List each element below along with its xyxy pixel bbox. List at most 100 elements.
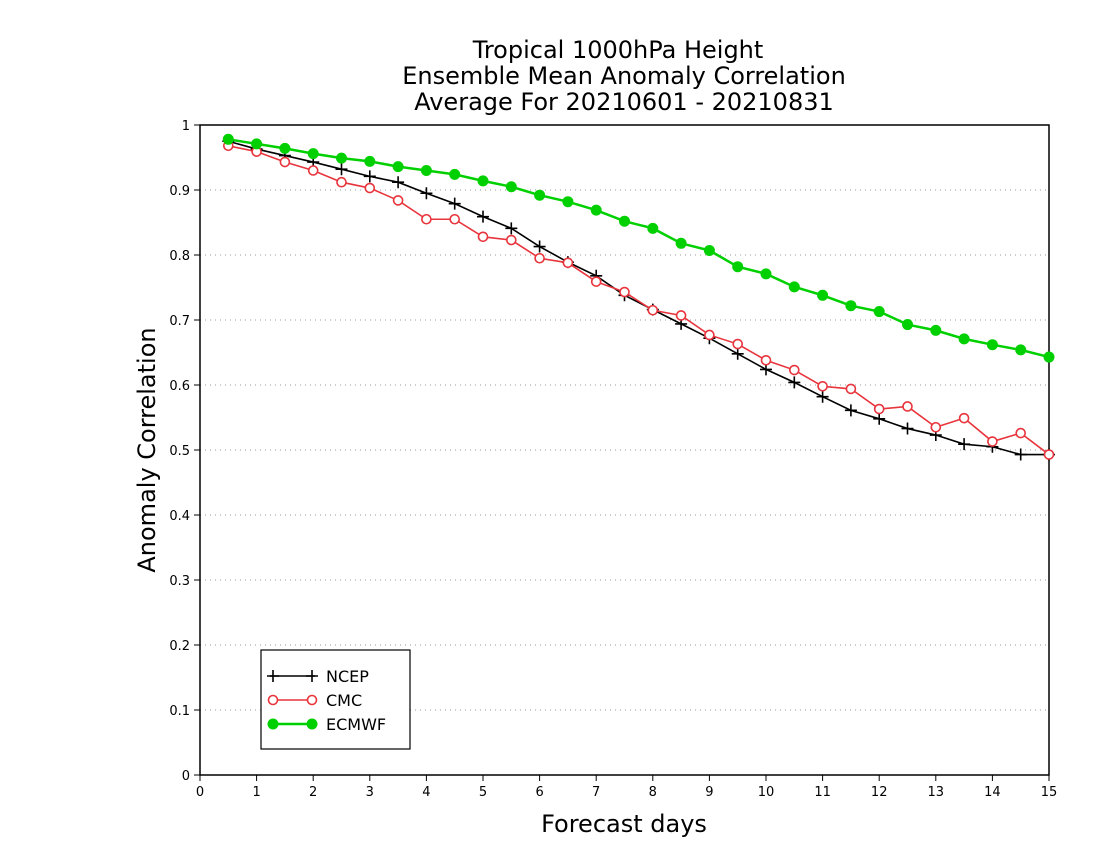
y-tick-label: 0.4 (169, 509, 190, 524)
y-axis-title: Anomaly Correlation (133, 327, 161, 572)
x-tick-label: 9 (705, 785, 713, 800)
x-axis: 0 1 2 3 4 5 6 7 8 9 10 11 12 13 14 15 (196, 775, 1057, 800)
x-tick-label: 10 (758, 785, 775, 800)
data-point (477, 175, 489, 187)
data-point (534, 189, 546, 201)
data-point (420, 165, 432, 176)
data-point (732, 338, 744, 350)
data-point (590, 204, 602, 216)
title-line-1: Tropical 1000hPa Height (472, 36, 764, 64)
data-point (336, 152, 347, 164)
series-lines (222, 133, 1055, 461)
data-point (1015, 344, 1027, 356)
data-point (307, 165, 319, 176)
x-tick-label: 1 (252, 785, 260, 800)
data-point (732, 261, 744, 273)
x-tick-label: 2 (309, 785, 317, 800)
x-tick-label: 12 (871, 785, 888, 800)
y-tick-label: 0.1 (169, 704, 190, 719)
gridlines (200, 189, 1049, 711)
data-point (788, 364, 800, 376)
data-point (788, 376, 801, 389)
x-tick-label: 7 (592, 785, 600, 800)
data-point (392, 195, 404, 206)
data-point (647, 304, 659, 316)
data-point (279, 142, 291, 154)
data-point (477, 231, 489, 243)
series-cmc (223, 140, 1055, 460)
y-tick-label: 0.2 (169, 639, 190, 654)
data-point (449, 168, 461, 180)
data-point (306, 670, 318, 682)
data-point (505, 222, 518, 235)
data-point (902, 401, 913, 412)
legend: NCEP CMC ECMWF (260, 649, 411, 750)
data-point (986, 339, 998, 351)
y-tick-label: 0 (182, 769, 190, 784)
legend-entry: NCEP (267, 667, 369, 686)
series-line (228, 145, 1050, 456)
data-point (873, 403, 885, 415)
data-point (1015, 427, 1027, 439)
x-tick-label: 11 (814, 785, 831, 800)
data-point (336, 176, 347, 188)
data-point (363, 170, 376, 183)
y-tick-label: 1 (182, 119, 190, 134)
x-tick-label: 5 (479, 785, 487, 800)
data-point (873, 412, 886, 425)
data-point (704, 329, 715, 341)
legend-entry: ECMWF (267, 715, 386, 734)
x-tick-label: 8 (649, 785, 657, 800)
data-point (306, 694, 318, 706)
series-ecmwf (222, 133, 1055, 363)
data-point (505, 181, 517, 193)
y-tick-label: 0.5 (169, 444, 190, 459)
data-point (335, 163, 348, 176)
data-point (533, 240, 546, 253)
data-point (392, 161, 404, 173)
data-point (421, 213, 432, 225)
legend-label: NCEP (326, 667, 369, 686)
data-point (505, 234, 517, 246)
x-tick-label: 13 (928, 785, 945, 800)
data-point (731, 347, 744, 360)
data-point (364, 182, 376, 194)
data-point (958, 333, 970, 345)
y-axis: 0 0.1 0.2 0.3 0.4 0.5 0.6 0.7 0.8 0.9 1 (169, 119, 200, 784)
data-point (760, 268, 772, 280)
legend-label: ECMWF (326, 715, 386, 734)
data-point (1014, 448, 1027, 461)
title-line-2: Ensemble Mean Anomaly Correlation (402, 62, 846, 90)
data-point (619, 286, 630, 298)
data-point (279, 156, 291, 168)
data-point (251, 138, 263, 150)
data-point (930, 421, 942, 433)
data-point (958, 412, 970, 424)
data-point (760, 354, 772, 366)
legend-entry: CMC (267, 691, 362, 710)
data-point (788, 281, 800, 293)
data-point (449, 213, 461, 225)
data-point (987, 436, 998, 447)
data-point (675, 310, 687, 321)
data-point (392, 176, 405, 189)
data-point (958, 438, 971, 451)
data-point (647, 222, 659, 234)
x-tick-label: 14 (984, 785, 1001, 800)
data-point (306, 718, 318, 730)
y-tick-label: 0.8 (169, 249, 190, 264)
data-point (562, 196, 574, 208)
data-point (844, 404, 857, 417)
data-point (307, 148, 319, 160)
data-point (534, 252, 545, 264)
data-point (619, 215, 630, 227)
data-point (222, 133, 234, 145)
x-axis-title: Forecast days (541, 810, 707, 838)
data-point (477, 210, 489, 223)
data-point (364, 155, 376, 167)
data-point (902, 319, 913, 331)
data-point (817, 289, 829, 301)
data-point (845, 300, 857, 312)
x-tick-label: 4 (422, 785, 430, 800)
data-point (1043, 449, 1055, 460)
